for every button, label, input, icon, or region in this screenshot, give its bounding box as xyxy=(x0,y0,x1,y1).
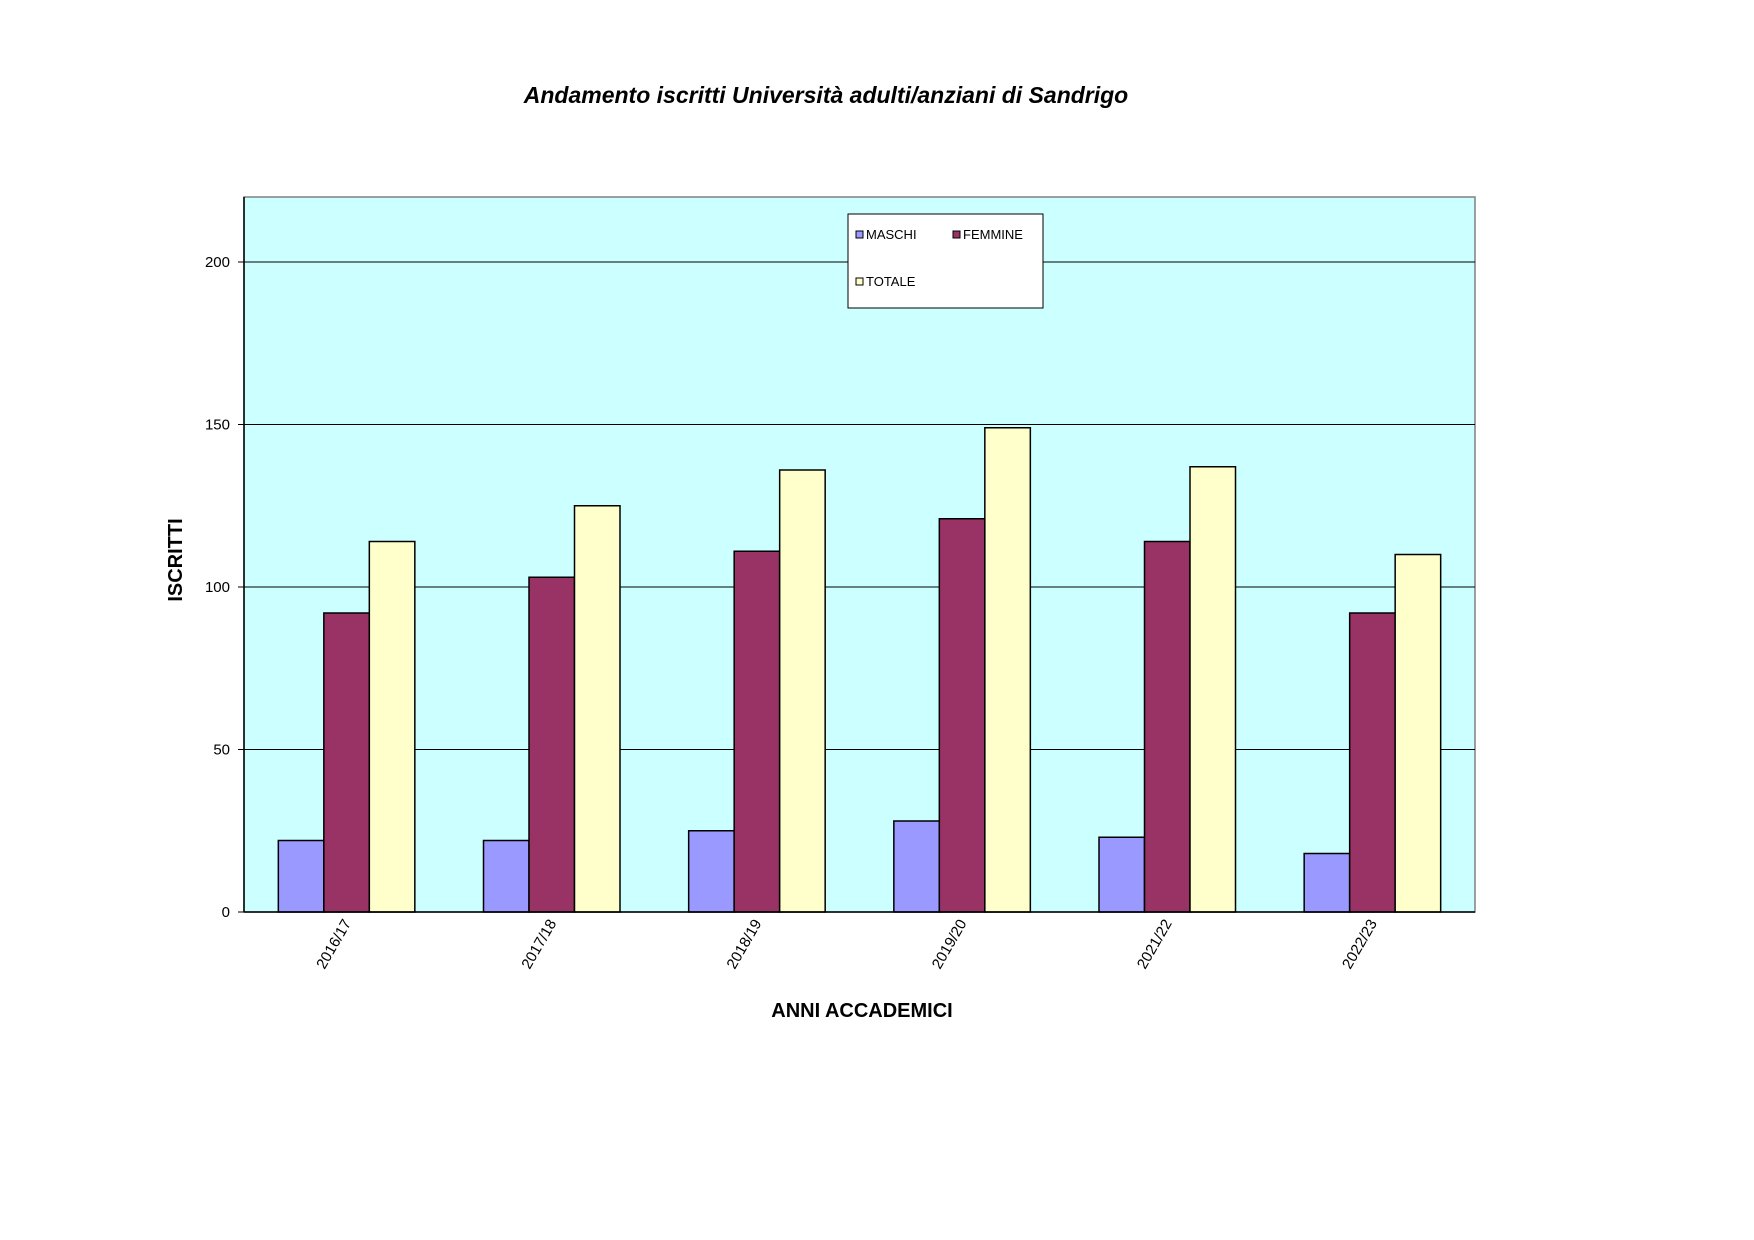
bar-maschi-2016-17 xyxy=(277,839,325,913)
bar-femmine-2019-20 xyxy=(938,518,986,913)
legend-swatch-maschi xyxy=(855,230,864,239)
y-axis-ticks: 0 50 100 150 200 xyxy=(205,254,244,921)
y-tick-label: 0 xyxy=(222,904,230,921)
bar-femmine-2017-18 xyxy=(528,576,576,913)
x-axis-title: ANNI ACCADEMICI xyxy=(771,1000,952,1022)
legend-label-femmine: FEMMINE xyxy=(963,227,1023,242)
legend-swatch-femmine xyxy=(952,230,961,239)
bar-totale-2018-19 xyxy=(778,469,826,913)
y-tick-label: 200 xyxy=(205,254,230,271)
legend-box xyxy=(847,213,1044,309)
legend-label-totale: TOTALE xyxy=(866,274,916,289)
x-tick-label: 2021/22 xyxy=(1134,917,1176,972)
x-axis-ticks: 2016/17 2017/18 2018/19 2019/20 2021/22 2022/… xyxy=(313,917,1381,972)
bar-maschi-2019-20 xyxy=(893,820,941,913)
x-tick-label: 2016/17 xyxy=(313,917,355,972)
x-tick-label: 2022/23 xyxy=(1339,917,1381,972)
bars xyxy=(277,427,1442,913)
x-tick-label: 2018/19 xyxy=(724,917,766,972)
y-tick-label: 50 xyxy=(213,742,230,759)
y-tick-label: 100 xyxy=(205,579,230,596)
bar-totale-2016-17 xyxy=(368,540,416,913)
legend-label-maschi: MASCHI xyxy=(866,227,917,242)
bar-femmine-2021-22 xyxy=(1143,540,1191,913)
x-tick-label: 2017/18 xyxy=(518,917,560,972)
plot-area xyxy=(243,196,1476,913)
bar-femmine-2018-19 xyxy=(733,550,781,913)
x-tick-label: 2019/20 xyxy=(929,917,971,972)
y-axis-title: ISCRITTI xyxy=(165,518,187,601)
bar-totale-2019-20 xyxy=(984,427,1032,913)
bar-femmine-2022-23 xyxy=(1348,612,1396,913)
legend-swatch-totale xyxy=(855,277,864,286)
bar-totale-2017-18 xyxy=(573,505,621,913)
chart-title: Andamento iscritti Università adulti/anz… xyxy=(523,82,1128,108)
y-tick-label: 150 xyxy=(205,417,230,434)
bar-femmine-2016-17 xyxy=(323,612,371,913)
bar-maschi-2018-19 xyxy=(687,830,735,913)
bar-totale-2021-22 xyxy=(1189,466,1237,913)
legend: MASCHI FEMMINE TOTALE xyxy=(847,213,1044,309)
bar-totale-2022-23 xyxy=(1394,553,1442,913)
bar-maschi-2017-18 xyxy=(482,839,530,913)
bar-maschi-2021-22 xyxy=(1098,836,1146,913)
bar-maschi-2022-23 xyxy=(1303,852,1351,913)
